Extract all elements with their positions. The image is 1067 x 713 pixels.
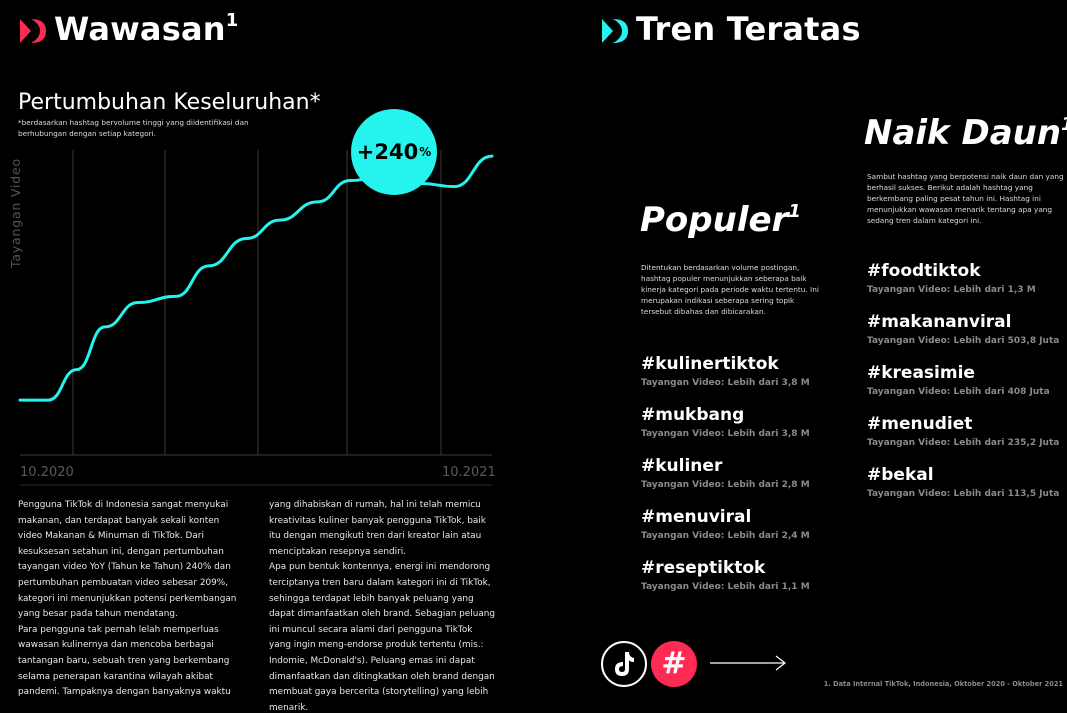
body-paragraph: yang dihabiskan di rumah, hal ini telah … — [269, 500, 486, 557]
chart-note: *berdasarkan hashtag bervolume tinggi ya… — [18, 118, 249, 138]
populer-heading: Populer1 — [640, 200, 801, 240]
wawasan-title: Wawasan1 — [54, 10, 239, 48]
hashtag-views: Tayangan Video: Lebih dari 2,8 M — [641, 480, 810, 490]
hashtag-item: #kreasimie Tayangan Video: Lebih dari 408… — [867, 363, 1059, 414]
hashtag-views: Tayangan Video: Lebih dari 3,8 M — [641, 429, 810, 439]
hashtag-item: #foodtiktok Tayangan Video: Lebih dari 1,… — [867, 261, 1059, 312]
x-tick-end: 10.2021 — [442, 465, 496, 480]
hashtag-views: Tayangan Video: Lebih dari 503,8 Juta — [867, 336, 1060, 346]
hashtag-item: #mukbang Tayangan Video: Lebih dari 3,8 M — [641, 405, 810, 456]
brand-mark-icon — [20, 19, 46, 43]
growth-badge: +240% — [351, 109, 437, 195]
hashtag-name: #menudiet — [867, 414, 973, 434]
y-axis-label: Tayangan Video — [8, 158, 23, 268]
body-column-1: Pengguna TikTok di Indonesia sangat meny… — [18, 498, 240, 701]
body-paragraph: Para pengguna tak pernah lelah memperlua… — [18, 624, 231, 698]
hashtag-views: Tayangan Video: Lebih dari 2,4 M — [641, 531, 810, 541]
populer-tag-list: #kulinertiktok Tayangan Video: Lebih dari… — [641, 354, 810, 609]
hashtag-name: #kuliner — [641, 456, 723, 476]
hashtag-views: Tayangan Video: Lebih dari 1,3 M — [867, 285, 1036, 295]
growth-unit: % — [419, 145, 432, 159]
hashtag-name: #reseptiktok — [641, 558, 766, 578]
arrow-right-icon — [710, 655, 786, 671]
hashtag-name: #kulinertiktok — [641, 354, 779, 374]
naik-daun-description: Sambut hashtag yang berpotensi naik daun… — [867, 172, 1064, 225]
hashtag-views: Tayangan Video: Lebih dari 408 Juta — [867, 387, 1050, 397]
hashtag-item: #menudiet Tayangan Video: Lebih dari 235,… — [867, 414, 1059, 465]
hashtag-item: #kuliner Tayangan Video: Lebih dari 2,8 M — [641, 456, 810, 507]
hashtag-name: #bekal — [867, 465, 934, 485]
hashtag-item: #makananviral Tayangan Video: Lebih dari … — [867, 312, 1059, 363]
hashtag-views: Tayangan Video: Lebih dari 235,2 Juta — [867, 438, 1060, 448]
footnote: 1. Data Internal TikTok, Indonesia, Okto… — [823, 680, 1063, 688]
brand-mark-icon — [602, 19, 628, 43]
hashtag-views: Tayangan Video: Lebih dari 113,5 Juta — [867, 489, 1060, 499]
naik-daun-heading: Naik Daun1 — [864, 113, 1067, 153]
hashtag-item: #bekal Tayangan Video: Lebih dari 113,5 J… — [867, 465, 1059, 516]
populer-description: Ditentukan berdasarkan volume postingan,… — [641, 263, 819, 316]
chart-subtitle: Pertumbuhan Keseluruhan* — [18, 90, 321, 115]
series-line — [18, 154, 494, 402]
hashtag-item: #reseptiktok Tayangan Video: Lebih dari 1… — [641, 558, 810, 609]
growth-value: +240 — [356, 140, 419, 164]
hashtag-icon: # — [651, 641, 697, 687]
hashtag-name: #foodtiktok — [867, 261, 981, 281]
x-tick-start: 10.2020 — [20, 465, 74, 480]
hashtag-name: #makananviral — [867, 312, 1012, 332]
hashtag-views: Tayangan Video: Lebih dari 1,1 M — [641, 582, 810, 592]
tiktok-logo-icon — [601, 641, 647, 687]
hashtag-name: #kreasimie — [867, 363, 975, 383]
tren-teratas-title: Tren Teratas — [636, 10, 861, 48]
body-paragraph: Pengguna TikTok di Indonesia sangat meny… — [18, 500, 237, 620]
body-column-2: yang dihabiskan di rumah, hal ini telah … — [269, 498, 497, 713]
hashtag-name: #menuviral — [641, 507, 752, 527]
body-paragraph: Apa pun bentuk kontennya, energi ini men… — [269, 562, 496, 713]
naik-daun-tag-list: #foodtiktok Tayangan Video: Lebih dari 1,… — [867, 261, 1059, 516]
hashtag-views: Tayangan Video: Lebih dari 3,8 M — [641, 378, 810, 388]
hashtag-item: #menuviral Tayangan Video: Lebih dari 2,4… — [641, 507, 810, 558]
hashtag-name: #mukbang — [641, 405, 745, 425]
hashtag-item: #kulinertiktok Tayangan Video: Lebih dari… — [641, 354, 810, 405]
